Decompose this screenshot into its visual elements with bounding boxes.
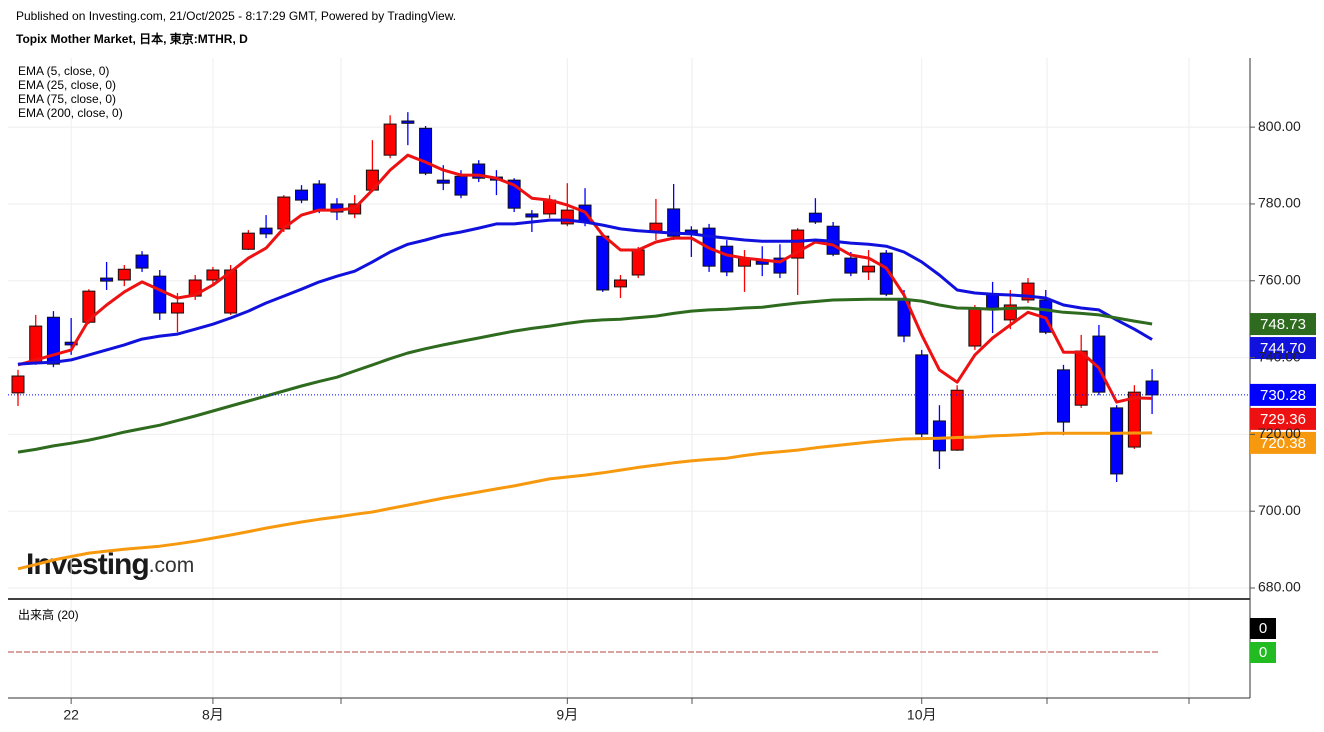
x-tick-label: 10月	[907, 707, 937, 723]
candle-body	[808, 212, 822, 223]
candle-body	[383, 123, 397, 156]
ema-line	[17, 297, 1153, 454]
legend-entry: EMA (25, close, 0)	[18, 78, 116, 92]
ema-line	[17, 153, 1153, 404]
value-label: 744.70	[1260, 340, 1306, 357]
candle-body	[64, 341, 78, 346]
price-labels: 748.73 744.70 730.28 729.36 720.38	[1250, 313, 1316, 454]
candle-body	[649, 222, 663, 232]
candle-body	[862, 265, 876, 273]
candle-body	[950, 389, 964, 451]
candle-body	[525, 213, 539, 218]
candle-body	[436, 179, 450, 184]
value-label: 748.73	[1260, 316, 1306, 333]
candle-body	[844, 257, 858, 274]
watermark-brand: Investing.com	[26, 548, 194, 581]
candle-body	[879, 252, 893, 295]
candle-body	[117, 268, 131, 281]
volume-label: 0	[1259, 620, 1267, 637]
watermark-suffix: .com	[149, 554, 195, 577]
y-tick-label: 780.00	[1258, 195, 1301, 211]
y-tick-label: 800.00	[1258, 118, 1301, 134]
candle-body	[11, 375, 25, 394]
candle-body	[1145, 380, 1159, 396]
candle-body	[419, 127, 433, 174]
chart-title: Topix Mother Market, 日本, 東京:MTHR, D	[16, 31, 248, 46]
candle-body	[135, 254, 149, 269]
candle-body	[1074, 350, 1088, 406]
watermark: Investing.com	[26, 548, 194, 581]
value-label-box	[1250, 313, 1316, 336]
x-tick-label: 8月	[202, 707, 224, 723]
ema-line	[17, 431, 1153, 571]
candle-body	[295, 189, 309, 201]
y-tick-label: 700.00	[1258, 502, 1301, 518]
legend-entry: EMA (5, close, 0)	[18, 64, 109, 78]
volume-label-box	[1250, 618, 1276, 639]
volume-title: 出来高 (20)	[18, 607, 79, 622]
y-tick-label: 720.00	[1258, 425, 1301, 441]
candle-body	[596, 235, 610, 291]
candle-body	[454, 175, 468, 196]
candle-body	[932, 420, 946, 452]
ema-line	[17, 218, 1153, 366]
candle-body	[986, 293, 1000, 309]
grid	[340, 58, 1190, 704]
candle-body	[613, 279, 627, 288]
value-label: 730.28	[1260, 387, 1306, 404]
value-label-box	[1250, 337, 1316, 360]
candle-body	[631, 249, 645, 276]
candle-body	[206, 269, 220, 281]
candle-body	[259, 227, 273, 235]
y-tick-label: 740.00	[1258, 348, 1301, 364]
candle-body	[667, 208, 681, 237]
value-label-box	[1250, 407, 1316, 430]
candle-body	[312, 183, 326, 211]
value-label: 720.38	[1260, 435, 1306, 452]
candle-body	[968, 307, 982, 347]
plot	[8, 58, 1250, 698]
chart-subtitle: Published on Investing.com, 21/Oct/2025 …	[16, 9, 456, 23]
legend-entry: EMA (75, close, 0)	[18, 92, 116, 106]
candle-body	[1110, 407, 1124, 475]
candle-body	[170, 302, 184, 314]
candle-body	[401, 120, 415, 124]
volume-average-label: 0	[1259, 644, 1267, 661]
y-tick-label: 760.00	[1258, 271, 1301, 287]
value-label-box	[1250, 383, 1316, 406]
candle-body	[1056, 369, 1070, 423]
candle-body	[100, 277, 114, 282]
value-label-box	[1250, 431, 1316, 454]
x-tick-label: 22	[63, 707, 79, 723]
candle-body	[46, 316, 60, 365]
volume-average-box	[1250, 642, 1276, 663]
x-tick-label: 9月	[556, 707, 578, 723]
candle-body	[915, 354, 929, 435]
candle-body	[720, 245, 734, 273]
legend-entry: EMA (200, close, 0)	[18, 106, 123, 120]
y-tick-label: 680.00	[1258, 579, 1301, 595]
candle-body	[153, 275, 167, 314]
candle-body	[241, 232, 255, 250]
value-label: 729.36	[1260, 411, 1306, 428]
